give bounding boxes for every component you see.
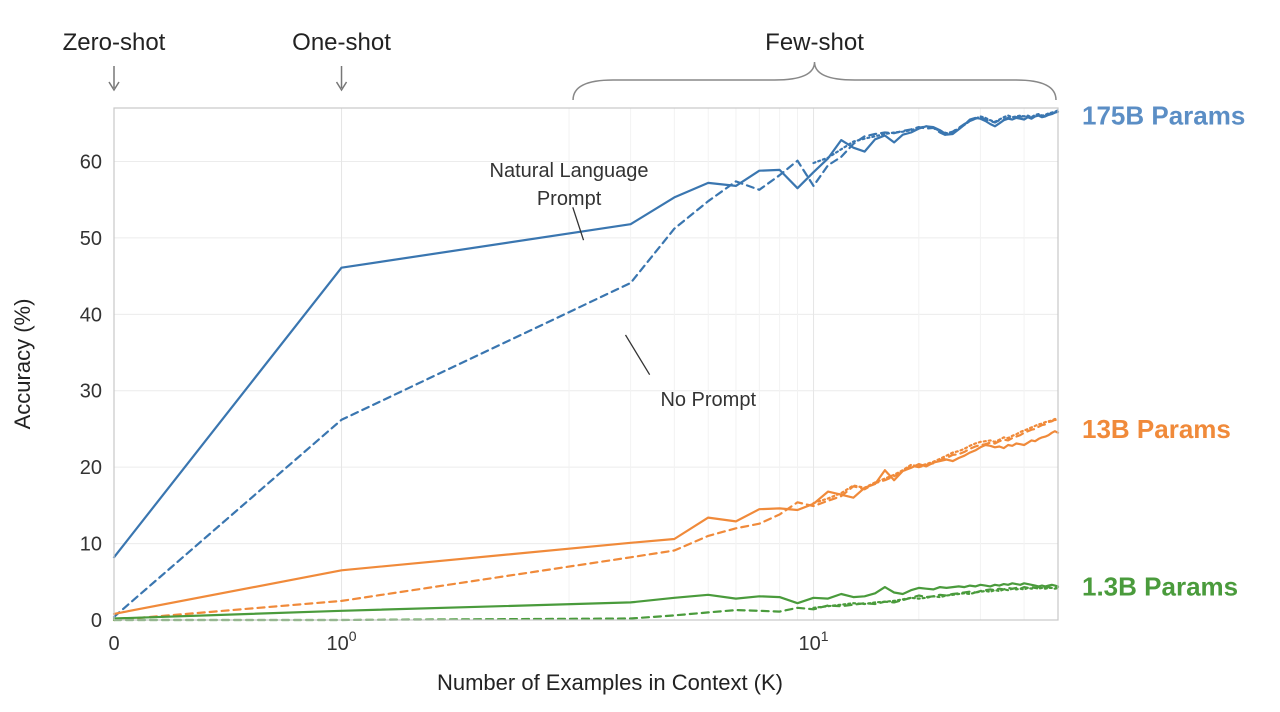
x-tick-exponent: 1 — [821, 628, 829, 644]
grid — [114, 108, 1059, 620]
x-tick-label: 0 — [108, 633, 119, 655]
y-tick-label: 50 — [80, 228, 102, 250]
x-tick-label: 100 — [327, 628, 357, 655]
series-label: 13B Params — [1082, 414, 1231, 444]
series-label: 175B Params — [1082, 101, 1245, 131]
series-line-dotted-8 — [812, 586, 1060, 609]
annotation-line: No Prompt — [660, 389, 756, 411]
annotation-line: Natural Language — [490, 160, 649, 182]
regime-brace — [572, 61, 1057, 101]
y-tick-label: 10 — [80, 534, 102, 556]
y-axis-label: Accuracy (%) — [10, 299, 35, 430]
y-tick-label: 60 — [80, 151, 102, 173]
regime-label: Zero-shot — [63, 29, 166, 56]
annotation-text: No Prompt — [660, 389, 756, 411]
y-tick-label: 40 — [80, 304, 102, 326]
annotation-pointer — [624, 334, 651, 376]
x-tick-exponent: 0 — [349, 628, 357, 644]
annotation-text: Natural Language Prompt — [490, 160, 649, 210]
y-tick-label: 30 — [80, 381, 102, 403]
y-tick-label: 0 — [91, 610, 102, 632]
regime-arrow-head — [335, 81, 348, 92]
regimes: Zero-shot One-shot Few-shot — [63, 29, 1057, 101]
series-line-dashed-7 — [112, 585, 1060, 622]
series-line-solid-6 — [112, 582, 1060, 620]
series-label: 1.3B Params — [1082, 571, 1238, 601]
series-line-dashed-4 — [112, 418, 1060, 622]
plot-background — [114, 108, 1058, 620]
regime-label: One-shot — [292, 29, 391, 56]
x-tick-label: 101 — [799, 628, 829, 655]
regime-arrow-head — [108, 81, 120, 92]
annotation-pointer — [572, 207, 585, 241]
series-line-dotted-5 — [812, 417, 1060, 505]
series-line-dotted-2 — [812, 109, 1060, 165]
series-labels: 175B Params 13B Params 1.3B Params — [1082, 101, 1245, 602]
x-axis-label: Number of Examples in Context (K) — [437, 670, 783, 695]
annotation-line: Prompt — [537, 188, 602, 210]
plot-frame — [113, 107, 1059, 621]
series-layer — [112, 109, 1060, 622]
regime-label: Few-shot — [765, 29, 864, 56]
annotations: Natural Language Prompt No Prompt — [490, 160, 757, 411]
series-line-solid-3 — [112, 430, 1060, 616]
y-tick-label: 20 — [80, 457, 102, 479]
